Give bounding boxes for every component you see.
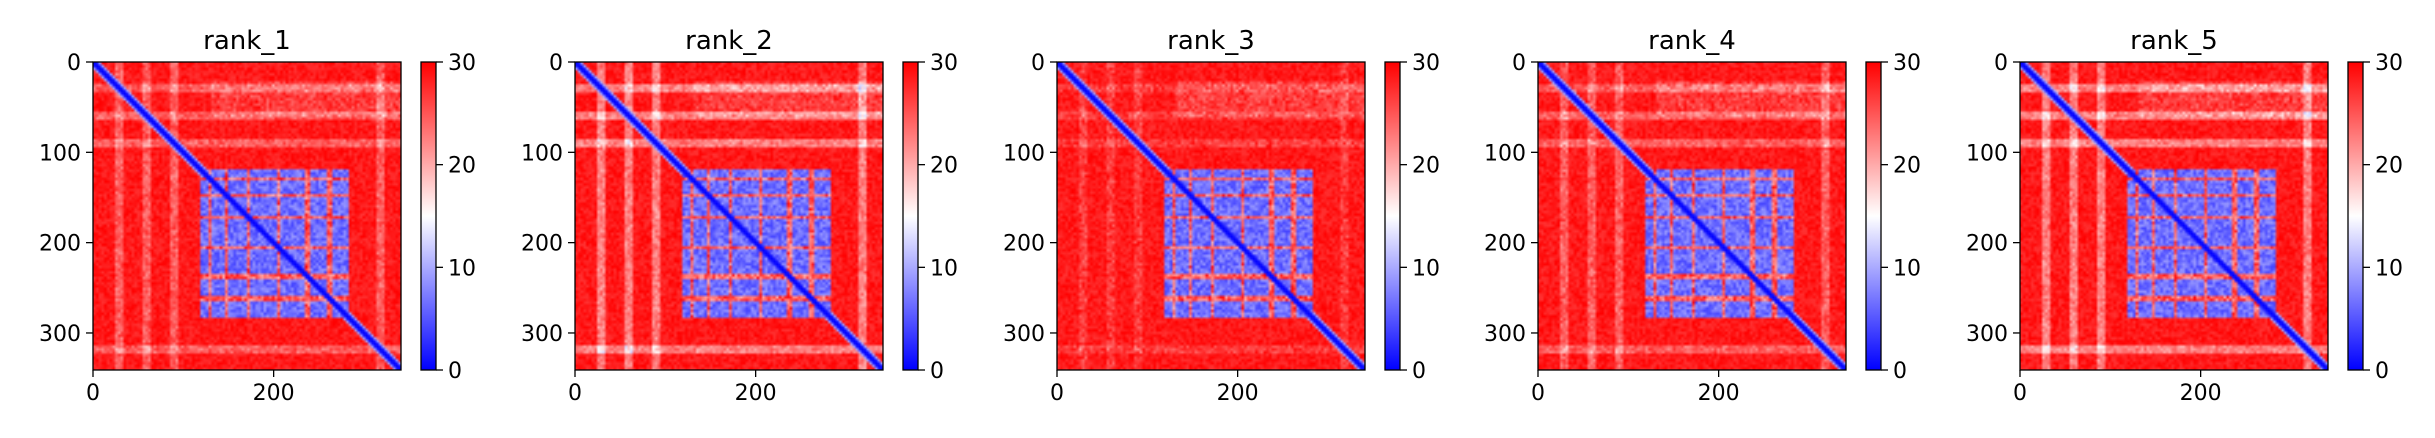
y-tick-label: 100 <box>39 141 81 166</box>
y-tick-label: 0 <box>1994 51 2008 76</box>
heatmap-image <box>93 62 401 370</box>
x-tick-label: 0 <box>568 381 582 406</box>
x-tick-label: 200 <box>253 381 295 406</box>
colorbar-tick-label: 30 <box>1893 51 1921 76</box>
heatmap-panel-1: rank_1 0 100 200 300 0 200 0 10 20 30 <box>39 26 476 406</box>
y-tick-label: 0 <box>1031 51 1045 76</box>
chart-title: rank_2 <box>685 26 773 56</box>
heatmap-image <box>575 62 883 370</box>
y-tick-label: 200 <box>1003 232 1045 257</box>
colorbar-tick-label: 20 <box>1412 154 1440 179</box>
colorbar-tick-label: 20 <box>1893 154 1921 179</box>
colorbar-tick-label: 30 <box>930 51 958 76</box>
colorbar-tick-label: 30 <box>448 51 476 76</box>
colorbar-tick-label: 0 <box>1893 359 1907 384</box>
x-tick-label: 0 <box>86 381 100 406</box>
colorbar-tick-label: 0 <box>2375 359 2389 384</box>
chart-title: rank_1 <box>203 26 291 56</box>
y-tick-label: 0 <box>67 51 81 76</box>
colorbar-tick-label: 0 <box>930 359 944 384</box>
colorbar-tick-label: 10 <box>930 256 958 281</box>
x-tick-label: 0 <box>2013 381 2027 406</box>
y-tick-label: 200 <box>39 232 81 257</box>
plot-frame <box>1056 61 1366 371</box>
colorbar-tick-label: 0 <box>1412 359 1426 384</box>
x-tick-label: 200 <box>1217 381 1259 406</box>
y-tick-label: 100 <box>521 141 563 166</box>
y-tick-label: 300 <box>1966 322 2008 347</box>
heatmap-image <box>1538 62 1846 370</box>
colorbar <box>2347 61 2364 371</box>
colorbar <box>902 61 919 371</box>
plot-frame <box>1537 61 1847 371</box>
y-tick-label: 100 <box>1966 141 2008 166</box>
y-tick-label: 200 <box>1484 232 1526 257</box>
y-tick-label: 100 <box>1484 141 1526 166</box>
colorbar <box>1865 61 1882 371</box>
plot-frame <box>92 61 402 371</box>
y-tick-label: 200 <box>521 232 563 257</box>
chart-title: rank_4 <box>1648 26 1736 56</box>
x-tick-label: 0 <box>1050 381 1064 406</box>
colorbar-tick-label: 0 <box>448 359 462 384</box>
chart-title: rank_5 <box>2130 26 2218 56</box>
plot-frame <box>574 61 884 371</box>
y-tick-label: 300 <box>1484 322 1526 347</box>
colorbar-tick-label: 20 <box>2375 154 2403 179</box>
colorbar-tick-label: 20 <box>930 154 958 179</box>
heatmap-image <box>2020 62 2328 370</box>
y-tick-label: 300 <box>521 322 563 347</box>
colorbar-tick-label: 10 <box>1412 256 1440 281</box>
colorbar-tick-label: 10 <box>448 256 476 281</box>
colorbar-tick-label: 10 <box>1893 256 1921 281</box>
x-tick-label: 0 <box>1531 381 1545 406</box>
x-tick-label: 200 <box>2180 381 2222 406</box>
colorbar <box>420 61 437 371</box>
heatmap-image <box>1057 62 1365 370</box>
heatmap-panel-5: rank_5 0 100 200 300 0 200 0 10 20 30 <box>1966 26 2403 406</box>
y-tick-label: 0 <box>1512 51 1526 76</box>
heatmap-panel-3: rank_3 0 100 200 300 0 200 0 10 20 30 <box>1003 26 1440 406</box>
y-tick-label: 100 <box>1003 141 1045 166</box>
chart-title: rank_3 <box>1167 26 1255 56</box>
colorbar-tick-label: 30 <box>2375 51 2403 76</box>
y-tick-label: 300 <box>1003 322 1045 347</box>
y-tick-label: 0 <box>549 51 563 76</box>
x-tick-label: 200 <box>1698 381 1740 406</box>
y-tick-label: 200 <box>1966 232 2008 257</box>
colorbar-tick-label: 10 <box>2375 256 2403 281</box>
heatmap-panel-2: rank_2 0 100 200 300 0 200 0 10 20 30 <box>521 26 958 406</box>
colorbar-tick-label: 30 <box>1412 51 1440 76</box>
x-tick-label: 200 <box>735 381 777 406</box>
y-tick-label: 300 <box>39 322 81 347</box>
colorbar <box>1384 61 1401 371</box>
colorbar-tick-label: 20 <box>448 154 476 179</box>
plot-frame <box>2019 61 2329 371</box>
heatmap-panel-4: rank_4 0 100 200 300 0 200 0 10 20 30 <box>1484 26 1921 406</box>
